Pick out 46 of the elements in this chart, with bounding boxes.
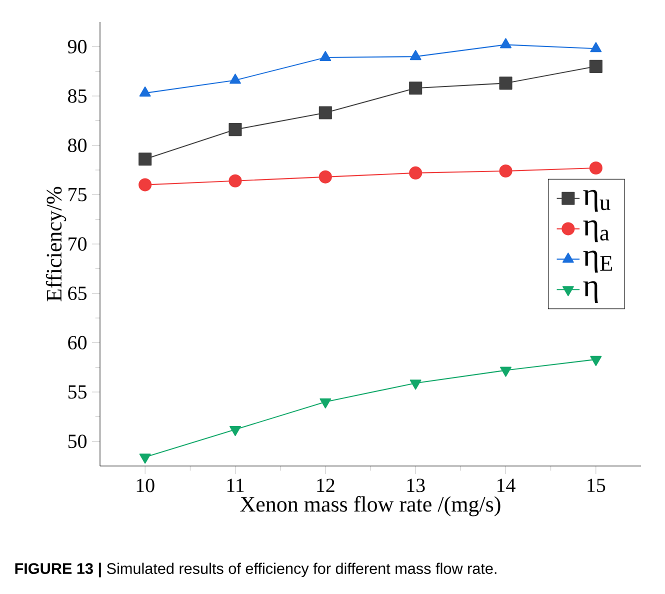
x-tick-label: 11 [227,478,244,492]
point [139,454,151,464]
y-tick-label: 65 [68,286,87,300]
point [320,398,332,408]
y-tick-label: 85 [68,89,87,103]
y-axis-title: Efficiency/% [46,186,66,302]
x-axis-title: Xenon mass flow rate /(mg/s) [240,496,500,516]
point [320,50,332,62]
point [589,161,602,175]
point [410,380,422,390]
point [228,174,242,188]
point [228,123,242,136]
y-tick-label: 90 [68,40,87,54]
x-tick-label: 15 [588,478,606,492]
y-tick-label: 50 [68,434,87,448]
point [138,178,152,192]
x-tick-label: 12 [317,478,334,492]
y-tick-label: 55 [68,385,87,399]
point [409,82,422,95]
legend-label: η$_{a}$ [583,220,610,242]
point [499,164,512,178]
x-tick-label: 10 [136,478,154,492]
point [590,356,602,366]
y-tick-label: 70 [68,237,87,251]
point [139,86,151,97]
point [500,366,512,377]
point [318,106,332,120]
y-tick-label: 75 [68,188,87,202]
point [499,76,512,90]
point [230,74,241,84]
y-tick-label: 60 [68,336,87,350]
point [409,166,422,180]
point [410,50,422,60]
x-tick-label: 14 [498,478,516,492]
point [230,426,241,436]
point [500,38,512,48]
legend-label: η$_{u}$ [583,190,610,212]
legend-label: η [583,281,598,303]
point [590,42,602,52]
point [589,60,602,73]
text: FIGURE 13 | Simulated results of efficiency for different mass flow rate. [15,562,496,578]
point [318,170,332,184]
y-tick-label: 80 [68,138,87,152]
x-tick-label: 13 [407,478,425,492]
legend-label: η$_{E}$ [583,250,612,273]
point [138,152,152,166]
